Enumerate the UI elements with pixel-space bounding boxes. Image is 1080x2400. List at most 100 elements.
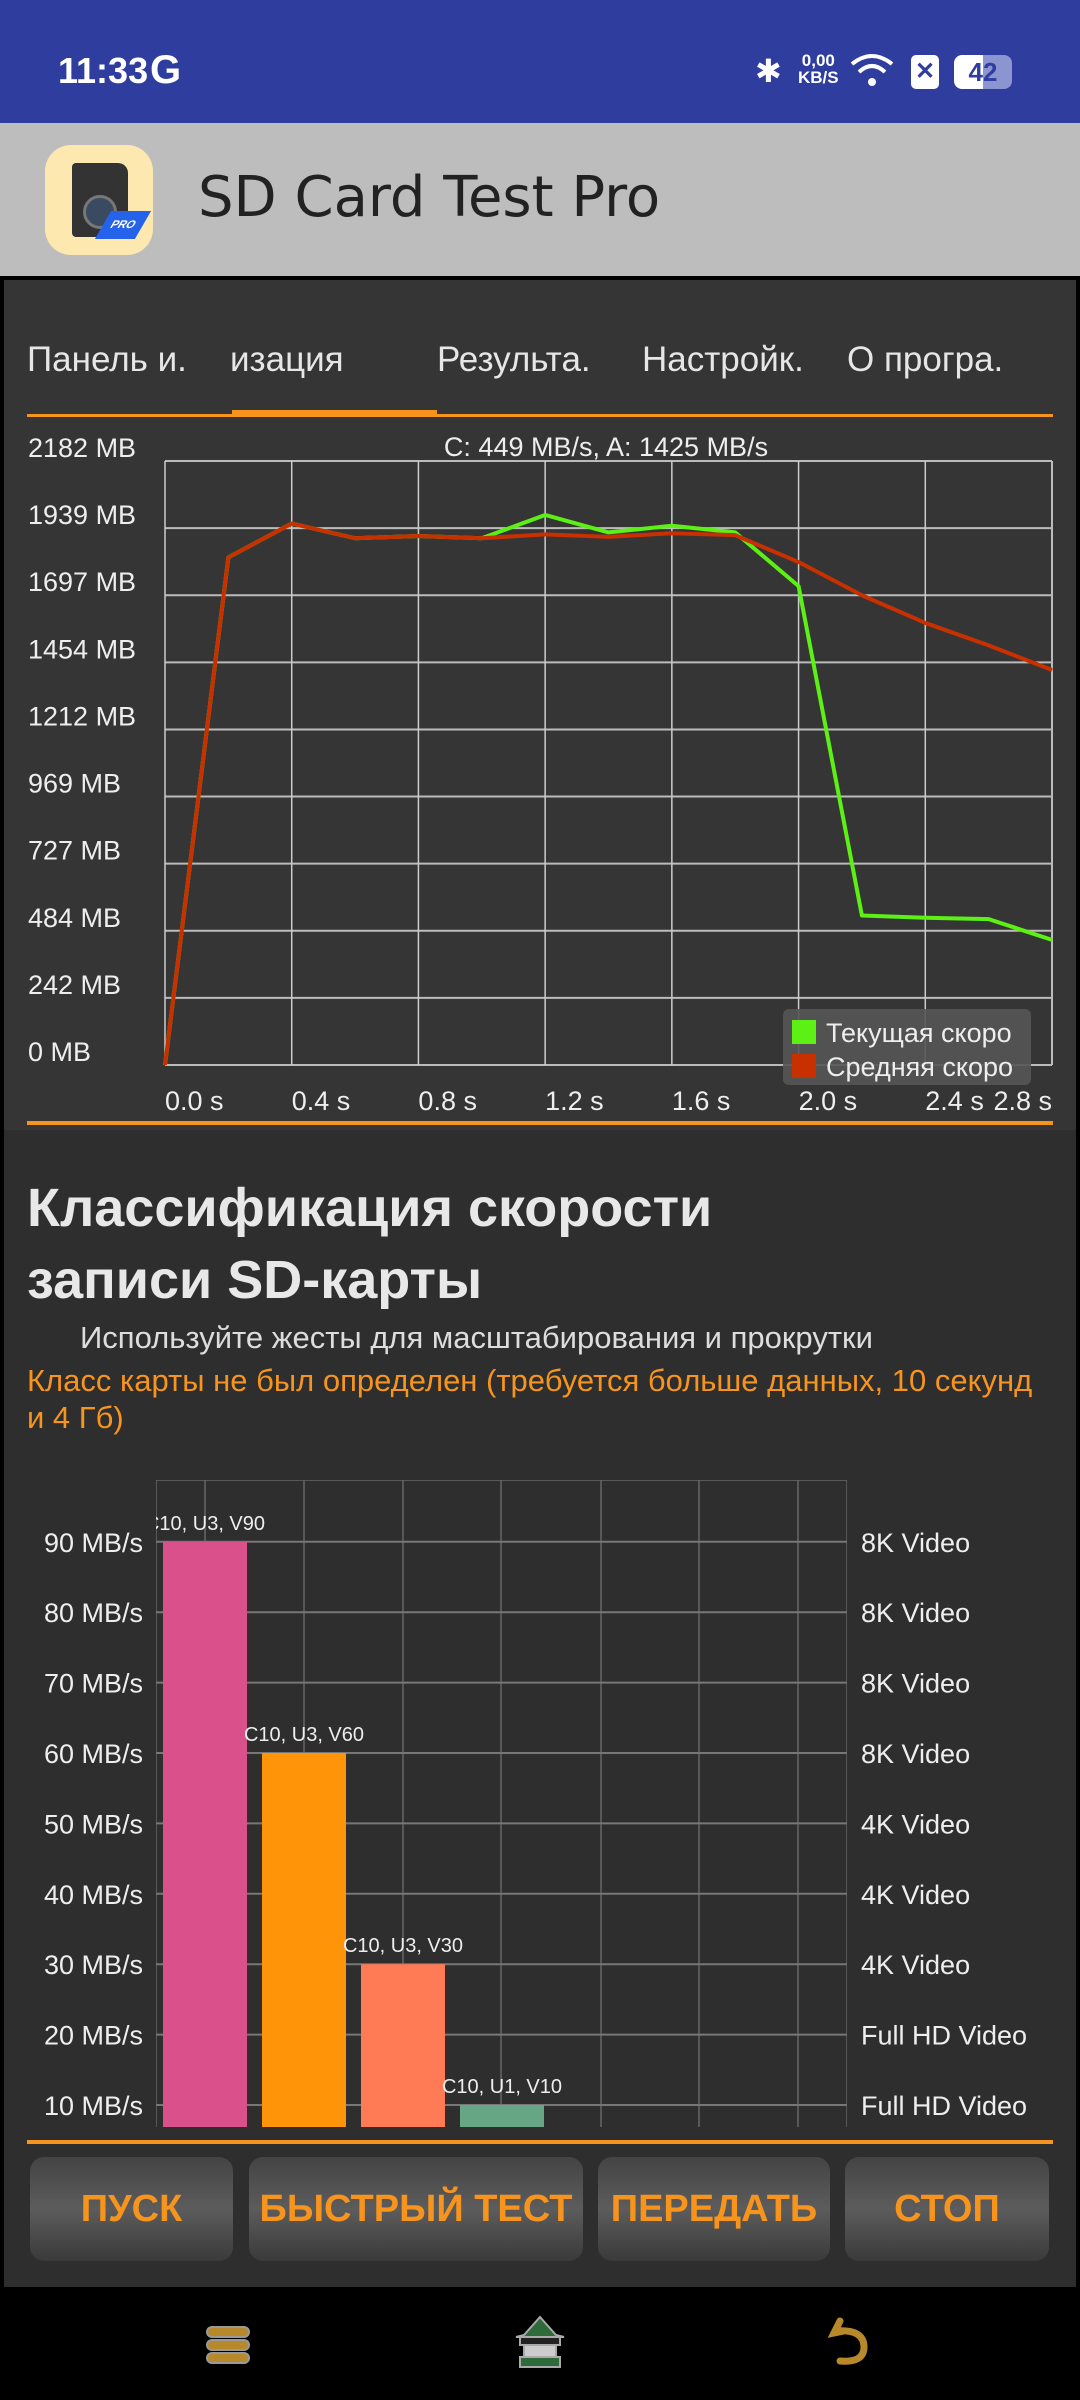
data-point bbox=[924, 622, 926, 624]
data-point bbox=[861, 594, 863, 596]
bar-label: C10, U3, V30 bbox=[343, 1935, 463, 1957]
class-warning: Класс карты не был определен (требуется … bbox=[27, 1363, 1033, 1435]
plot-area: C10, U3, V90 C10, U3, V60 C10, U3, V30 C10,… bbox=[145, 1480, 847, 2140]
bar-label: C10, U3, V60 bbox=[244, 1724, 364, 1746]
right-label: 8K Video bbox=[861, 1598, 970, 1628]
x-tick-label: 0.8 s bbox=[418, 1086, 477, 1116]
data-point bbox=[291, 523, 293, 525]
start-button[interactable]: ПУСК bbox=[30, 2157, 233, 2261]
send-button[interactable]: ПЕРЕДАТЬ bbox=[598, 2157, 830, 2261]
data-point bbox=[734, 534, 736, 536]
right-label: 4K Video bbox=[861, 1880, 970, 1910]
data-point bbox=[861, 915, 863, 917]
speed-line-chart[interactable]: 0 MB 242 MB 484 MB 727 MB 969 MB 1212 MB 1454 … bbox=[0, 420, 1080, 1120]
data-point bbox=[608, 536, 609, 538]
x-tick-label: 2.8 s bbox=[993, 1086, 1052, 1116]
data-point bbox=[671, 532, 673, 534]
bar-label: C10, U1, V10 bbox=[442, 2076, 562, 2098]
chart-title: C: 449 MB/s, A: 1425 MB/s bbox=[444, 432, 768, 462]
right-label: 8K Video bbox=[861, 1528, 970, 1558]
bar-label: Class 6 bbox=[564, 2130, 631, 2140]
app-bar: PRO SD Card Test Pro bbox=[0, 123, 1080, 276]
tab-dashboard[interactable]: Панель и. bbox=[27, 340, 187, 379]
nav-bar bbox=[0, 2287, 1080, 2400]
x-tick-label: 2.0 s bbox=[799, 1086, 858, 1116]
y-tick-label: 10 MB/s bbox=[44, 2091, 143, 2121]
legend-label: Средняя скоро bbox=[826, 1052, 1013, 1082]
y-tick-label: 484 MB bbox=[28, 903, 121, 933]
series-line-1 bbox=[163, 521, 1053, 1066]
right-label: 4K Video bbox=[861, 1950, 970, 1980]
right-label: 4K Video bbox=[861, 1809, 970, 1839]
y-tick-label: 90 MB/s bbox=[44, 1528, 143, 1558]
tab-indicator bbox=[232, 410, 437, 417]
y-tick-label: 1697 MB bbox=[28, 567, 136, 597]
bar-label: C10, U3, V90 bbox=[145, 1513, 265, 1535]
y-tick-label: 0 MB bbox=[28, 1037, 91, 1067]
y-tick-label: 1939 MB bbox=[28, 500, 136, 530]
data-point bbox=[924, 917, 926, 919]
y-tick-label: 969 MB bbox=[28, 769, 121, 799]
y-tick-label: 1454 MB bbox=[28, 634, 136, 664]
data-point bbox=[798, 585, 800, 587]
clock: 11:33 bbox=[58, 50, 149, 91]
data-point bbox=[988, 644, 990, 646]
y-tick-label: 20 MB/s bbox=[44, 2021, 143, 2051]
right-label: Full HD Video bbox=[861, 2021, 1027, 2051]
status-bar: 11:33 G ✱ 0,00 KB/S ✕ 42 bbox=[0, 0, 1080, 123]
data-point bbox=[164, 1064, 166, 1066]
tab-results[interactable]: Результа. bbox=[437, 340, 591, 379]
tab-visualization[interactable]: изация bbox=[230, 340, 344, 379]
bar bbox=[460, 2105, 544, 2127]
x-tick-label: 1.2 s bbox=[545, 1086, 604, 1116]
data-point bbox=[671, 525, 673, 527]
data-point bbox=[417, 535, 419, 537]
y-tick-label: 30 MB/s bbox=[44, 1950, 143, 1980]
y-tick-label: 242 MB bbox=[28, 970, 121, 1000]
x-tick-label: 0.0 s bbox=[165, 1086, 224, 1116]
data-point bbox=[734, 531, 736, 533]
legend-label: Текущая скоро bbox=[826, 1018, 1012, 1048]
data-point bbox=[1051, 939, 1053, 941]
section-title: Классификация скорости записи SD-карты bbox=[27, 1178, 713, 1310]
tab-settings[interactable]: Настройк. bbox=[642, 340, 804, 379]
net-speed: 0,00 KB/S bbox=[798, 51, 839, 87]
y-tick-label: 40 MB/s bbox=[44, 1880, 143, 1910]
bar bbox=[559, 2133, 643, 2140]
data-point bbox=[544, 514, 546, 516]
y-tick-label: 70 MB/s bbox=[44, 1669, 143, 1699]
battery-icon: 42 bbox=[954, 55, 1012, 89]
data-point bbox=[608, 531, 609, 533]
data-point bbox=[481, 537, 483, 539]
tab-about[interactable]: О програ. bbox=[847, 340, 1004, 379]
wifi-icon bbox=[850, 54, 894, 86]
g-icon: G bbox=[150, 48, 182, 92]
tab-divider bbox=[27, 414, 1053, 417]
y-tick-label: 1212 MB bbox=[28, 701, 136, 731]
stop-button[interactable]: СТОП bbox=[845, 2157, 1049, 2261]
class-bar-chart[interactable]: C10, U3, V90 C10, U3, V60 C10, U3, V30 C10,… bbox=[0, 1460, 1080, 2140]
x-tick-label: 0.4 s bbox=[292, 1086, 351, 1116]
y-tick-label: 2182 MB bbox=[28, 433, 136, 463]
data-point bbox=[354, 537, 356, 539]
data-point bbox=[988, 918, 990, 920]
bar bbox=[361, 1964, 445, 2127]
data-point bbox=[227, 556, 229, 558]
sim-off-icon: ✕ bbox=[911, 55, 939, 89]
back-icon[interactable] bbox=[826, 2317, 870, 2369]
data-point bbox=[798, 561, 800, 563]
home-icon[interactable] bbox=[510, 2315, 570, 2371]
data-point bbox=[544, 533, 546, 535]
series-line-0 bbox=[163, 512, 1053, 1066]
x-tick-label: 2.4 s bbox=[925, 1086, 984, 1116]
right-label: 8K Video bbox=[861, 1669, 970, 1699]
legend-swatch bbox=[792, 1054, 816, 1078]
app-title: SD Card Test Pro bbox=[198, 165, 661, 230]
x-tick-label: 1.6 s bbox=[672, 1086, 731, 1116]
app-logo-icon: PRO bbox=[45, 145, 153, 255]
y-tick-label: 80 MB/s bbox=[44, 1598, 143, 1628]
menu-icon[interactable] bbox=[205, 2325, 251, 2365]
quick-test-button[interactable]: БЫСТРЫЙ ТЕСТ bbox=[249, 2157, 583, 2261]
data-point bbox=[1051, 669, 1053, 671]
bar bbox=[262, 1753, 346, 2127]
